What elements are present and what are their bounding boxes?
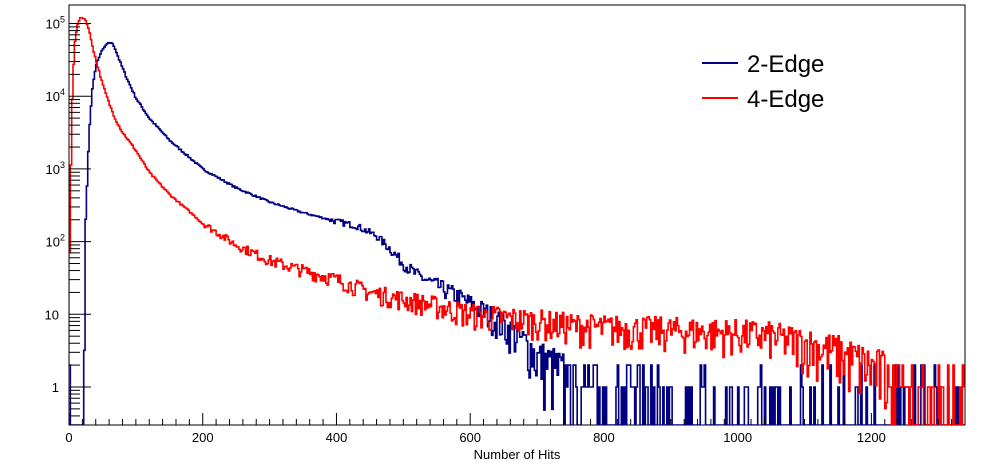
x-tick-label-1000: 1000 (723, 430, 752, 445)
series-line-2-edge (69, 41, 965, 425)
y-tick-label-100000: 105 (46, 15, 65, 32)
x-tick-label-200: 200 (192, 430, 214, 445)
x-axis-title: Number of Hits (474, 447, 561, 462)
y-tick-label-10000: 104 (46, 87, 65, 104)
x-tick-label-800: 800 (593, 430, 615, 445)
series-layer (69, 16, 965, 425)
plot-frame (68, 4, 966, 426)
axis-layer: 0 200 400 600 800 1000 1200 1 10 102 103 104 105 (45, 15, 966, 445)
series-line-4-edge (69, 16, 965, 425)
x-tick-label-400: 400 (326, 430, 348, 445)
y-tick-label-1: 1 (52, 380, 59, 395)
x-tick-label-1200: 1200 (857, 430, 886, 445)
legend-label-4-edge: 4-Edge (747, 86, 824, 113)
y-tick-label-10: 10 (45, 307, 59, 322)
y-tick-label-1000: 103 (46, 160, 65, 177)
legend: 2-Edge 4-Edge (702, 51, 824, 113)
legend-label-2-edge: 2-Edge (747, 51, 824, 78)
x-tick-label-600: 600 (459, 430, 481, 445)
y-tick-label-100: 102 (46, 233, 65, 250)
x-tick-label-0: 0 (65, 430, 72, 445)
